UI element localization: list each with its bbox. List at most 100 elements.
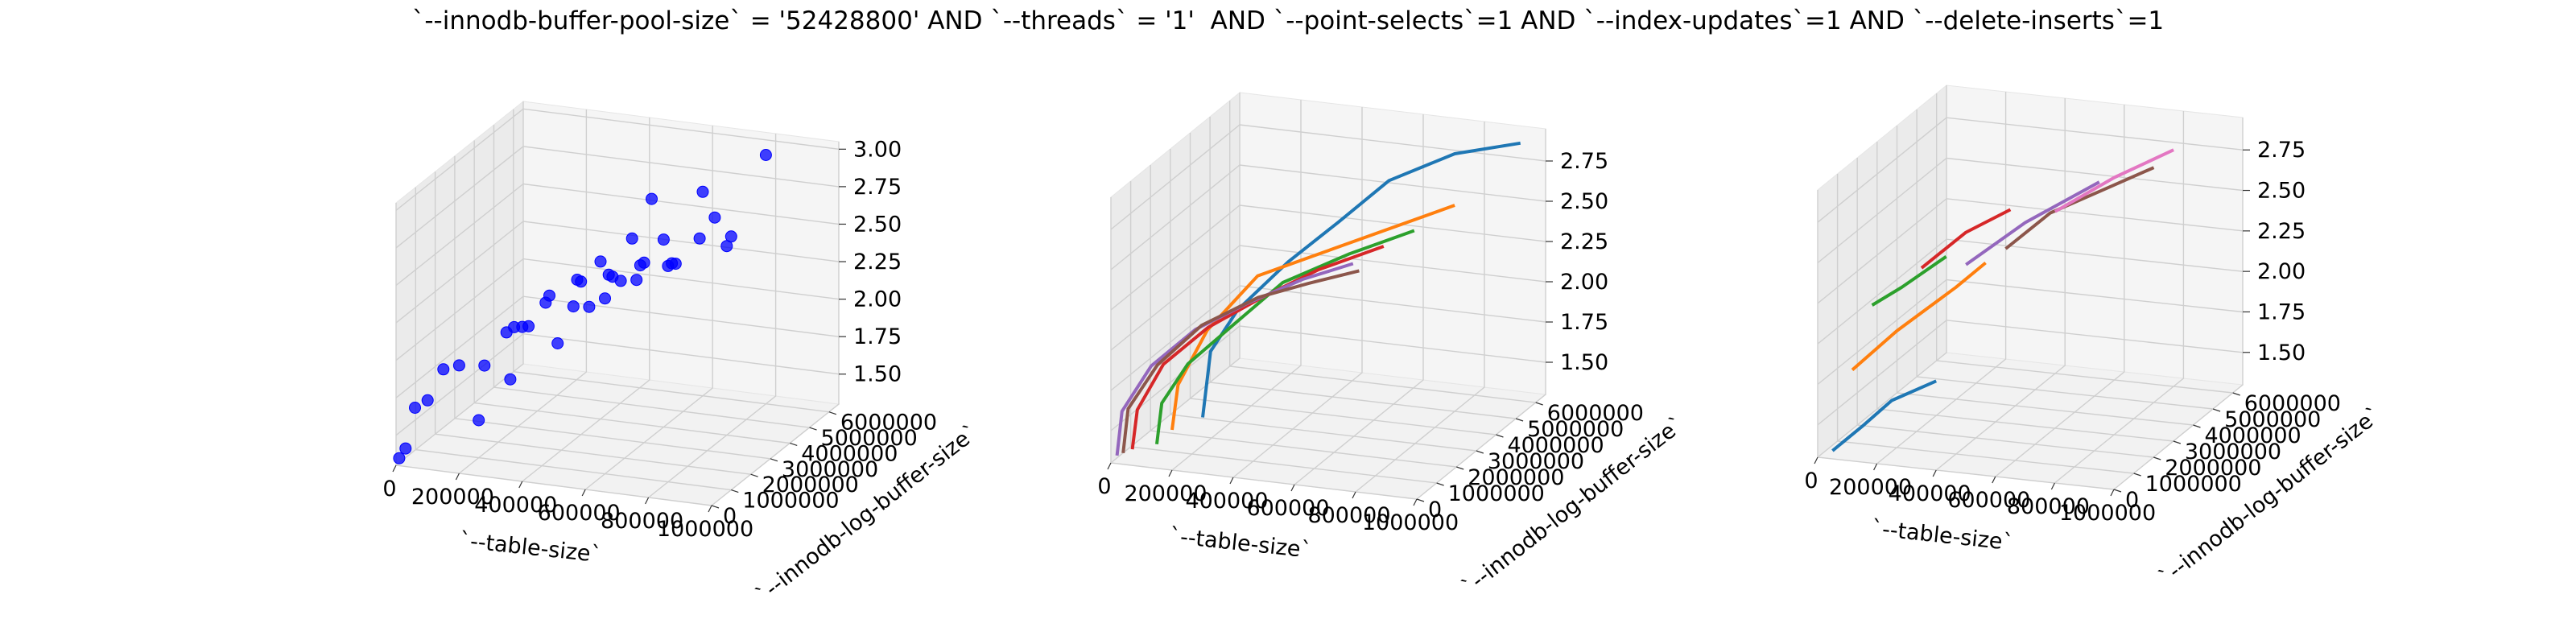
z-gridline	[1110, 204, 1546, 311]
y-tick-label: 1000000	[1448, 481, 1545, 506]
z-tick-label: 1.50	[2257, 341, 2306, 365]
y-tick	[731, 489, 739, 493]
x-gridline	[1416, 129, 1546, 500]
z-gridline	[1817, 117, 2244, 223]
x-tick	[1814, 456, 1818, 464]
scatter-point	[693, 232, 706, 245]
y-tick	[2113, 489, 2122, 493]
scatter-point	[599, 292, 611, 305]
y-gridline	[1916, 109, 2214, 410]
x-tick	[392, 464, 397, 473]
z-gridline	[395, 183, 840, 287]
x-tick-label: 600000	[538, 501, 621, 526]
y-tick	[809, 427, 817, 431]
series-line	[1121, 269, 1360, 454]
z-gridline	[1110, 124, 1546, 230]
scatter-point	[409, 402, 421, 414]
y-tick	[750, 473, 758, 477]
z-tick-label: 1.50	[853, 362, 902, 387]
y-gridline	[1228, 101, 1536, 403]
z-tick-label: 3.00	[853, 137, 902, 162]
x-axis-label: `--table-size`	[1168, 523, 1312, 563]
x-tick-label: 200000	[411, 485, 494, 510]
scatter-point	[421, 394, 434, 407]
scatter-point	[759, 149, 772, 161]
scatter-point	[522, 320, 535, 332]
y-gridline	[434, 171, 751, 475]
z-gridline	[1110, 164, 1546, 270]
z-tick-label: 2.75	[853, 175, 902, 200]
y-tick	[1515, 418, 1524, 422]
x-tick-label: 800000	[601, 509, 683, 534]
y-gridline	[473, 140, 791, 444]
z-tick-label: 2.00	[1560, 270, 1608, 295]
scatter-point	[708, 211, 721, 224]
z-tick-label: 2.00	[2257, 259, 2306, 284]
z-gridline	[1817, 320, 2244, 426]
y-tick-label: 3000000	[1488, 449, 1584, 474]
series-line	[1965, 180, 2100, 266]
x-tick	[1290, 484, 1295, 492]
scatter-point	[399, 442, 412, 455]
scatter-point	[630, 274, 643, 287]
y-tick	[2133, 473, 2141, 477]
z-tick-label: 2.50	[853, 212, 902, 237]
series-line	[1920, 208, 2012, 270]
y-tick-label: 5000000	[2224, 407, 2321, 432]
y-gridline	[513, 109, 829, 413]
x-tick	[1168, 469, 1173, 477]
y-gridline	[1150, 165, 1457, 468]
z-gridline	[395, 108, 840, 211]
z-gridline	[395, 332, 840, 436]
scatter-point	[452, 359, 465, 372]
x-tick-label: 400000	[1185, 489, 1268, 514]
back-pane	[522, 101, 840, 405]
x-tick-label: 800000	[1307, 503, 1390, 528]
scatter-point	[478, 359, 491, 372]
scatter-point	[393, 452, 406, 464]
x-gridline	[1355, 122, 1485, 493]
scatter-point	[583, 300, 596, 313]
x-tick	[518, 481, 523, 489]
x-tick	[455, 473, 460, 481]
x-gridline	[395, 101, 524, 466]
z-tick-label: 2.50	[1560, 189, 1608, 214]
scatter-point	[437, 363, 450, 376]
x-gridline	[1110, 93, 1241, 464]
x-tick	[1992, 476, 1996, 484]
x-gridline	[2113, 118, 2244, 490]
z-tick-label: 1.75	[1560, 310, 1608, 335]
x-tick-label: 200000	[1124, 481, 1207, 506]
z-gridline	[1110, 325, 1546, 431]
x-tick	[645, 497, 650, 505]
z-gridline	[1817, 238, 2244, 345]
x-tick-label: 600000	[1246, 496, 1329, 521]
z-gridline	[395, 146, 840, 249]
y-gridline	[1129, 181, 1437, 484]
series-line	[1871, 255, 1947, 307]
scatter-point	[657, 233, 670, 246]
scatter-point	[696, 185, 709, 198]
x-gridline	[1995, 105, 2125, 477]
subplot-lines-3d-a: 0 2000004000006000008000001000000`--table…	[1097, 91, 1690, 600]
x-tick	[581, 489, 586, 497]
y-tick	[828, 411, 837, 415]
x-gridline	[2054, 111, 2185, 484]
x-tick	[1932, 469, 1937, 477]
x-tick-label: 400000	[474, 493, 557, 518]
x-gridline	[1876, 92, 2007, 464]
y-tick-label: 1000000	[2145, 472, 2242, 497]
y-tick	[1456, 466, 1464, 470]
scatter-point	[567, 300, 580, 313]
z-gridline	[1817, 198, 2244, 304]
x-tick	[2110, 489, 2115, 497]
x-tick-label: 0	[382, 477, 396, 502]
x-tick	[1873, 463, 1878, 471]
y-tick-label: 0	[723, 504, 737, 529]
z-tick-label: 2.00	[853, 287, 902, 312]
scatter-point	[669, 258, 682, 270]
z-tick-label: 2.50	[2257, 179, 2306, 204]
x-gridline	[522, 118, 650, 482]
z-gridline	[1817, 279, 2244, 386]
y-gridline	[1935, 93, 2233, 394]
